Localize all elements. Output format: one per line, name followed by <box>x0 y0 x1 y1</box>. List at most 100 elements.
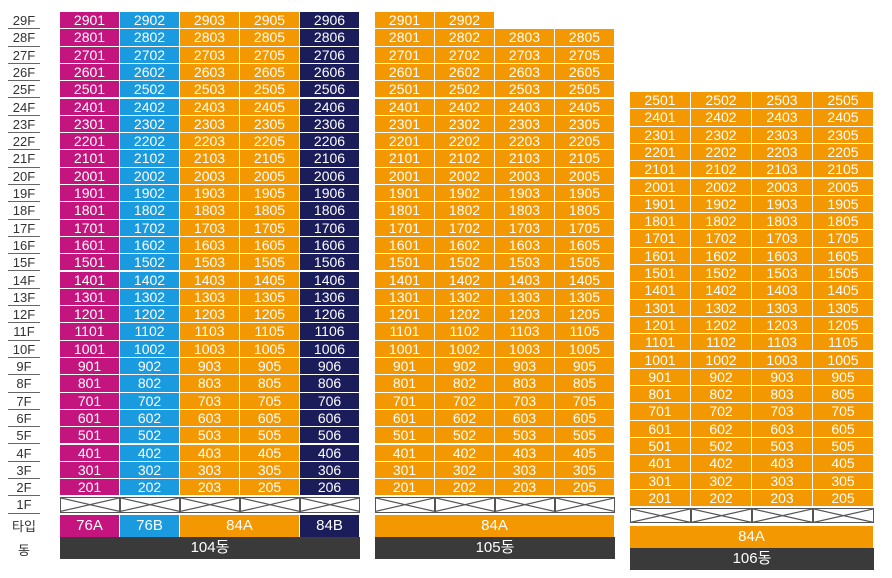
unit-cell: 2702 <box>435 46 495 64</box>
unit-cell: 301 <box>630 472 691 490</box>
unit-cell: 1201 <box>375 306 435 324</box>
floor-label: 21F <box>2 150 46 168</box>
no-unit-cell <box>495 497 555 513</box>
unit-cell: 701 <box>60 392 120 410</box>
unit-cell: 702 <box>435 392 495 410</box>
unit-cell: 2805 <box>555 29 615 47</box>
unit-cell: 2102 <box>120 150 180 168</box>
unit-cell: 1301 <box>60 288 120 307</box>
unit-cell: 2702 <box>120 46 180 64</box>
unit-cell: 1302 <box>691 299 752 317</box>
unit-cell: 2602 <box>120 63 180 82</box>
unit-cell: 2601 <box>60 63 120 82</box>
unit-cell: 2003 <box>752 178 813 196</box>
unit-cell: 1606 <box>300 236 360 255</box>
unit-cell: 1102 <box>691 334 752 352</box>
unit-cell: 2302 <box>691 126 752 144</box>
unit-cell: 602 <box>120 409 180 428</box>
unit-cell: 1602 <box>435 236 495 255</box>
unit-cell: 1205 <box>555 306 615 324</box>
unit-cell: 602 <box>691 420 752 438</box>
unit-cell: 2305 <box>555 115 615 134</box>
unit-cell: 2305 <box>240 115 300 134</box>
unit-cell: 2503 <box>752 92 813 110</box>
no-unit-cell <box>375 497 435 513</box>
unit-cell: 2906 <box>300 12 360 30</box>
unit-cell: 1905 <box>240 185 300 203</box>
unit-cell: 1202 <box>120 306 180 324</box>
unit-cell: 1406 <box>300 271 360 289</box>
unit-cell: 2801 <box>375 29 435 47</box>
unit-cell: 2701 <box>375 46 435 64</box>
unit-cell: 502 <box>435 427 495 445</box>
unit-cell: 2501 <box>630 92 691 110</box>
unit-cell: 403 <box>752 455 813 473</box>
unit-cell: 1201 <box>630 316 691 335</box>
unit-cell: 1405 <box>555 271 615 289</box>
unit-cell: 505 <box>555 427 615 445</box>
unit-cell: 2605 <box>240 63 300 82</box>
unit-cell: 1501 <box>375 254 435 272</box>
unit-cell: 501 <box>630 438 691 456</box>
unit-cell: 2002 <box>435 167 495 185</box>
unit-cell: 2601 <box>375 63 435 82</box>
building-label: 106동 <box>630 547 874 570</box>
unit-cell: 1601 <box>630 247 691 265</box>
unit-cell: 2402 <box>120 98 180 116</box>
unit-cell: 2706 <box>300 46 360 64</box>
unit-cell: 2202 <box>691 143 752 162</box>
no-unit-cell <box>120 497 180 513</box>
unit-cell: 1103 <box>752 334 813 352</box>
unit-cell: 502 <box>120 427 180 445</box>
unit-cell: 2402 <box>435 98 495 116</box>
unit-cell: 403 <box>495 444 555 462</box>
floor-label: 13F <box>2 289 46 307</box>
unit-cell: 905 <box>240 358 300 376</box>
unit-cell: 1603 <box>180 236 240 255</box>
unit-cell: 503 <box>180 427 240 445</box>
unit-cell: 1903 <box>495 185 555 203</box>
unit-cell: 2505 <box>813 92 874 110</box>
unit-cell: 1802 <box>435 202 495 220</box>
unit-cell: 2002 <box>691 178 752 196</box>
unit-cell: 2301 <box>60 115 120 134</box>
unit-cell: 1502 <box>435 254 495 272</box>
unit-cell: 2606 <box>300 63 360 82</box>
unit-cell: 2703 <box>495 46 555 64</box>
unit-cell: 2803 <box>180 29 240 47</box>
floor-label: 18F <box>2 202 46 220</box>
unit-cell: 205 <box>240 479 300 497</box>
unit-cell: 2003 <box>495 167 555 185</box>
building-label: 105동 <box>375 536 615 559</box>
unit-cell: 405 <box>813 455 874 473</box>
unit-cell: 2802 <box>435 29 495 47</box>
unit-cell: 2903 <box>180 12 240 30</box>
unit-cell: 201 <box>375 479 435 497</box>
no-unit-cell <box>555 497 615 513</box>
unit-cell: 2103 <box>180 150 240 168</box>
building-row-label: 동 <box>18 542 30 558</box>
unit-cell: 1205 <box>813 316 874 335</box>
unit-cell: 402 <box>120 444 180 462</box>
unit-cell: 2203 <box>752 143 813 162</box>
unit-cell: 706 <box>300 392 360 410</box>
unit-cell: 605 <box>240 409 300 428</box>
unit-cell: 2401 <box>375 98 435 116</box>
unit-cell: 1005 <box>240 340 300 358</box>
unit-cell: 2205 <box>240 133 300 151</box>
unit-cell: 401 <box>375 444 435 462</box>
unit-cell: 303 <box>752 472 813 490</box>
unit-cell: 1201 <box>60 306 120 324</box>
unit-cell: 1302 <box>435 288 495 307</box>
unit-cell: 2402 <box>691 109 752 127</box>
unit-cell: 303 <box>180 461 240 480</box>
unit-cell: 1801 <box>60 202 120 220</box>
unit-cell: 2501 <box>60 81 120 99</box>
unit-cell: 1703 <box>180 219 240 237</box>
unit-cell: 305 <box>240 461 300 480</box>
unit-cell: 1801 <box>630 213 691 231</box>
unit-cell: 1901 <box>375 185 435 203</box>
unit-type-cell: 84B <box>300 514 360 537</box>
unit-cell: 1001 <box>630 351 691 369</box>
unit-cell: 803 <box>495 375 555 393</box>
